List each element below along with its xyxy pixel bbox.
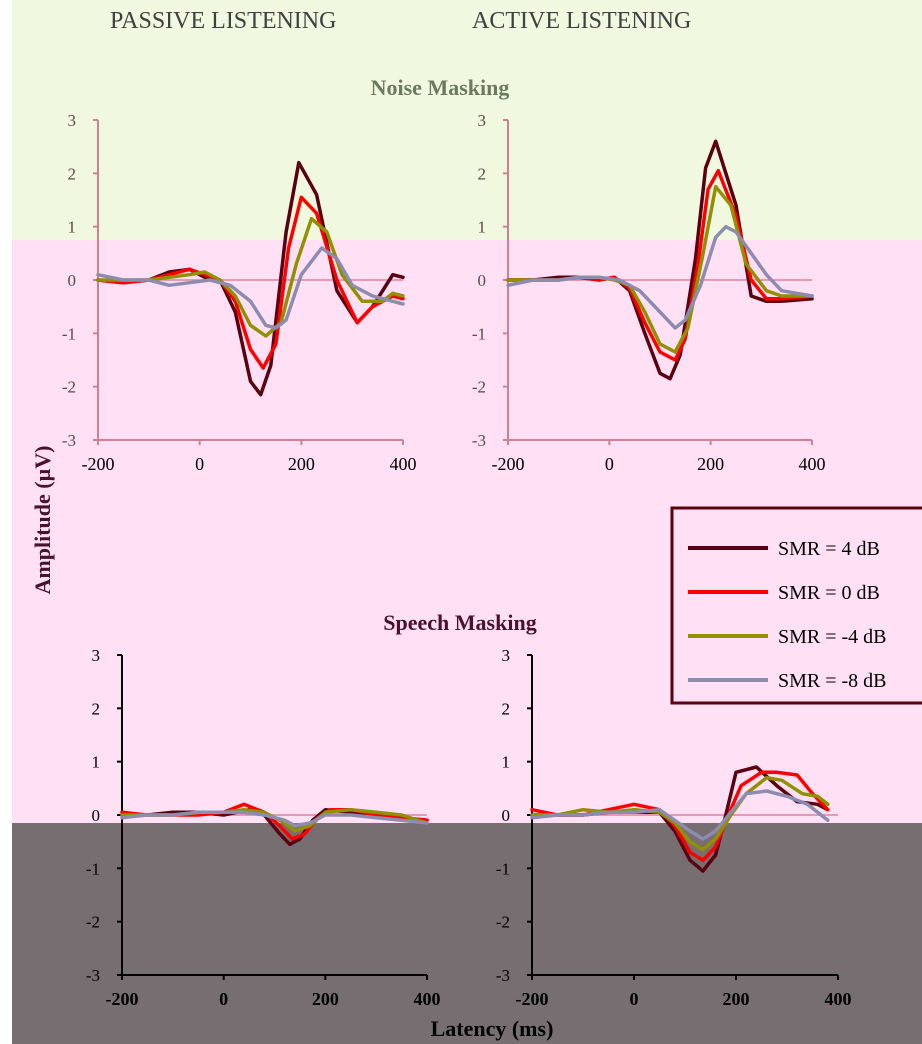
y-tick-label: -3 bbox=[496, 966, 510, 985]
x-tick-label: -200 bbox=[106, 989, 139, 1009]
y-tick-label: 3 bbox=[502, 646, 511, 665]
y-tick-label: -1 bbox=[472, 324, 486, 343]
y-tick-label: 1 bbox=[502, 753, 511, 772]
panel-1: -3 -2 -1 0 1 2 3 -200 0 200 400 bbox=[62, 111, 417, 474]
y-tick-label: -2 bbox=[62, 378, 76, 397]
series-line-4 bbox=[120, 810, 429, 828]
series-line-4 bbox=[506, 224, 814, 330]
speech-masking-title: Speech Masking bbox=[383, 610, 536, 635]
y-tick-label: -3 bbox=[86, 966, 100, 985]
series-line-3 bbox=[530, 775, 830, 852]
panel-3: -3 -2 -1 0 1 2 3 -200 0 200 400 bbox=[86, 646, 441, 1009]
x-tick-label: 200 bbox=[288, 454, 315, 474]
background-band-middle bbox=[12, 240, 922, 823]
noise-masking-title: Noise Masking bbox=[371, 75, 510, 100]
legend-label: SMR = 4 dB bbox=[778, 538, 880, 560]
x-tick-label: 400 bbox=[825, 989, 852, 1009]
x-tick-label: 200 bbox=[723, 989, 750, 1009]
x-tick-label: 0 bbox=[195, 454, 204, 474]
x-tick-label: 200 bbox=[697, 454, 724, 474]
series-line-3 bbox=[96, 216, 405, 338]
x-tick-label: -200 bbox=[82, 454, 115, 474]
x-tick-label: -200 bbox=[492, 454, 525, 474]
y-tick-label: -1 bbox=[86, 859, 100, 878]
y-tick-label: 3 bbox=[68, 111, 77, 130]
y-axis-label: Amplitude (µV) bbox=[30, 446, 55, 595]
x-tick-label: 400 bbox=[414, 989, 441, 1009]
x-tick-label: 0 bbox=[219, 989, 228, 1009]
y-tick-label: 0 bbox=[502, 806, 511, 825]
y-tick-label: 1 bbox=[92, 753, 101, 772]
series-line-2 bbox=[506, 168, 814, 362]
y-tick-label: 3 bbox=[478, 111, 487, 130]
y-tick-label: 2 bbox=[478, 164, 487, 183]
y-tick-label: -1 bbox=[62, 324, 76, 343]
y-tick-label: 2 bbox=[92, 699, 101, 718]
y-tick-label: 0 bbox=[68, 271, 77, 290]
panel-4: -3 -2 -1 0 1 2 3 -200 0 200 400 bbox=[496, 646, 852, 1009]
y-tick-label: -2 bbox=[496, 913, 510, 932]
y-tick-label: 3 bbox=[92, 646, 101, 665]
x-axis-label: Latency (ms) bbox=[431, 1016, 554, 1041]
header-active-listening: ACTIVE LISTENING bbox=[472, 8, 691, 34]
y-tick-label: 1 bbox=[68, 218, 77, 237]
x-tick-label: 0 bbox=[605, 454, 614, 474]
series-line-2 bbox=[96, 195, 405, 370]
legend-label: SMR = 0 dB bbox=[778, 582, 880, 604]
y-tick-label: -2 bbox=[86, 913, 100, 932]
legend: SMR = 4 dB SMR = 0 dB SMR = -4 dB SMR = -8 … bbox=[670, 506, 922, 705]
y-tick-label: -3 bbox=[62, 431, 76, 450]
y-tick-label: 0 bbox=[92, 806, 101, 825]
series-line-2 bbox=[120, 802, 429, 841]
y-tick-label: 1 bbox=[478, 218, 487, 237]
header-passive-listening: PASSIVE LISTENING bbox=[110, 8, 336, 34]
y-tick-label: -3 bbox=[472, 431, 486, 450]
background-band-top bbox=[12, 0, 922, 240]
legend-label: SMR = -8 dB bbox=[778, 670, 887, 692]
panel-2: -3 -2 -1 0 1 2 3 -200 0 200 400 bbox=[472, 111, 826, 474]
series-line-3 bbox=[506, 184, 814, 354]
series-line-4 bbox=[96, 246, 405, 330]
y-tick-label: 2 bbox=[68, 164, 77, 183]
legend-frame bbox=[670, 506, 922, 705]
series-line-4 bbox=[530, 789, 830, 841]
x-tick-label: 400 bbox=[390, 454, 417, 474]
y-tick-label: -2 bbox=[472, 378, 486, 397]
x-tick-label: -200 bbox=[516, 989, 549, 1009]
legend-label: SMR = -4 dB bbox=[778, 626, 887, 648]
x-tick-label: 0 bbox=[630, 989, 639, 1009]
y-tick-label: -1 bbox=[496, 859, 510, 878]
background-band-bottom bbox=[12, 823, 922, 1044]
y-tick-label: 0 bbox=[478, 271, 487, 290]
y-tick-label: 2 bbox=[502, 699, 511, 718]
x-tick-label: 400 bbox=[799, 454, 826, 474]
x-tick-label: 200 bbox=[312, 989, 339, 1009]
